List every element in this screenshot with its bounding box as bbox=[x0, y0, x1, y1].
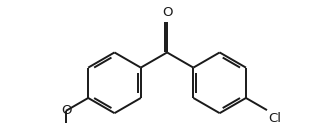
Text: CH₃: CH₃ bbox=[54, 137, 77, 138]
Text: O: O bbox=[61, 104, 72, 117]
Text: O: O bbox=[162, 6, 172, 19]
Text: Cl: Cl bbox=[268, 112, 281, 125]
